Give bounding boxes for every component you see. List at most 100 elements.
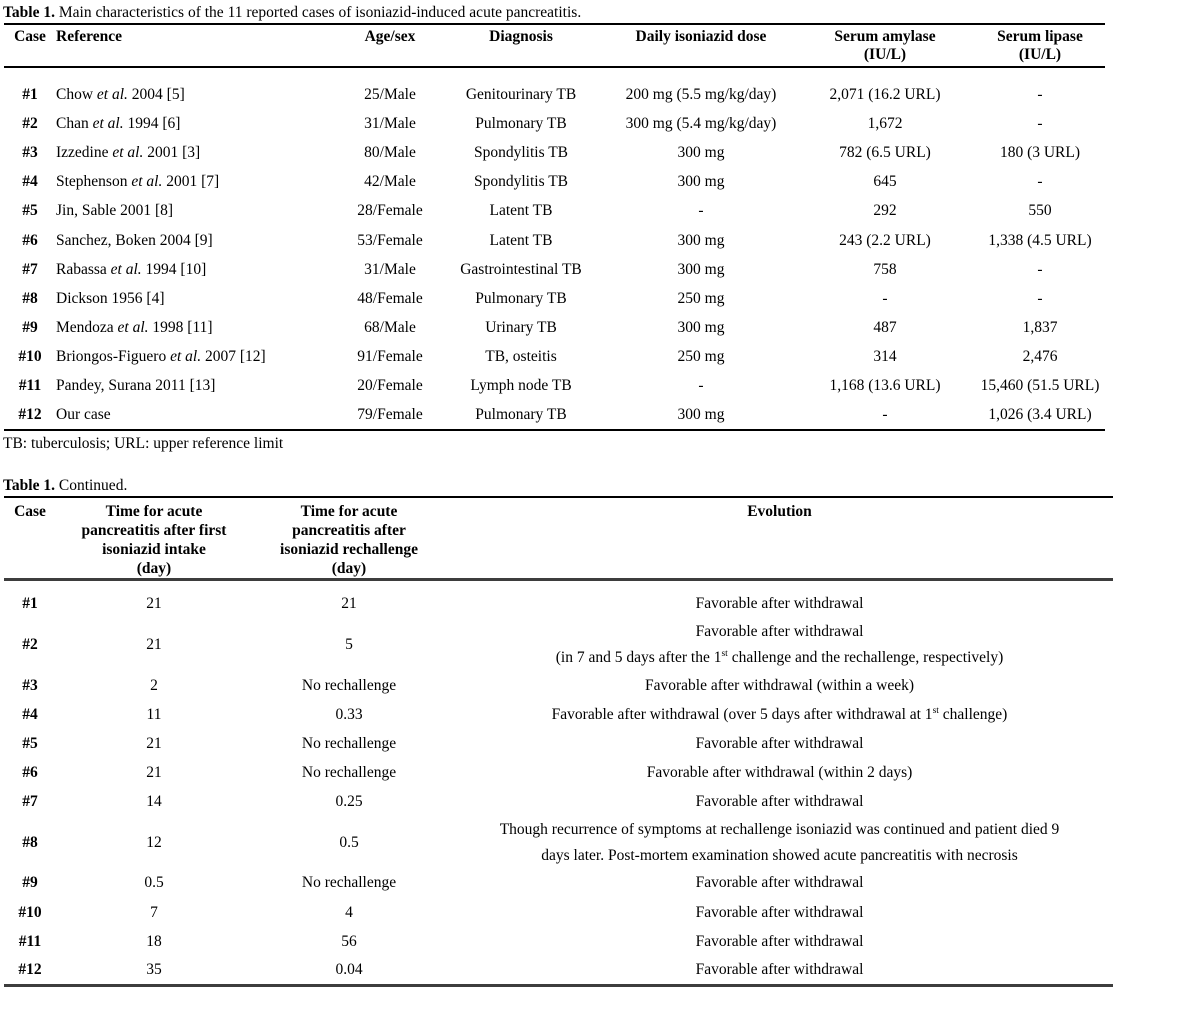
table1-cell-case: #1: [22, 85, 38, 103]
table1-cell-diagnosis: Pulmonary TB: [475, 406, 567, 424]
table2-cell-evolution: Favorable after withdrawal: [695, 961, 864, 979]
table2-cell-rechallenge: 0.5: [339, 833, 359, 851]
table1-cell-diagnosis: Spondylitis TB: [473, 173, 569, 191]
table1-cell-dose: 250 mg: [677, 348, 725, 366]
table1-cell-age_sex: 25/Male: [364, 85, 416, 103]
table2-row-6: #6 21 No rechallenge Favorable after withdr…: [4, 759, 1113, 788]
table2-cell-evolution: Favorable after withdrawal (within 2 day…: [646, 764, 913, 782]
table1-header-lipase: Serum lipase (IU/L): [975, 24, 1105, 67]
table2-cell-first_intake: 21: [146, 764, 162, 782]
table2-cell-first_intake: 12: [146, 833, 162, 851]
table1-cell-lipase: 2,476: [1022, 348, 1058, 366]
table1-header-line: Daily isoniazid dose: [635, 28, 767, 45]
table1-cell-age_sex: 68/Male: [364, 319, 416, 337]
table1-cell-lipase: 1,338 (4.5 URL): [988, 231, 1092, 249]
table1-cell-diagnosis: Pulmonary TB: [475, 114, 567, 132]
table1-cell-amylase: 243 (2.2 URL): [839, 231, 931, 249]
table1-header-row: Case Reference Age/sex Diagnosis Daily isoni…: [4, 24, 1105, 67]
table1-row-7: #7 Rabassa et al. 1994 [10] 31/Male Gastroi…: [4, 255, 1105, 284]
table2-header-line: Evolution: [747, 503, 812, 521]
table1-cell-dose: 200 mg (5.5 mg/kg/day): [625, 85, 777, 103]
table2-cell-case: #5: [22, 734, 38, 752]
table1-row-8: #8 Dickson 1956 [4] 48/Female Pulmonary TB 2…: [4, 284, 1105, 313]
table2-cell-case: #4: [22, 705, 38, 723]
table2-header-rechallenge: Time for acute pancreatitis after isoniazi…: [252, 497, 446, 580]
table2-cell-rechallenge: 21: [341, 595, 357, 613]
table2-cell-rechallenge: 5: [345, 635, 353, 653]
table1-cell-amylase: 487: [873, 319, 897, 337]
table1-cell-case: #9: [22, 319, 38, 337]
table1-cell-lipase: -: [1037, 85, 1043, 103]
table1-cell-case: #12: [18, 406, 42, 424]
table1-header-line: (IU/L): [1018, 46, 1062, 63]
table1-cell-amylase: -: [882, 289, 888, 307]
table2-cell-first_intake: 0.5: [144, 874, 164, 892]
table1-cell-reference: Our case: [56, 406, 111, 424]
table2-cell-rechallenge: 0.04: [335, 961, 363, 979]
table1-header-diagnosis: Diagnosis: [435, 24, 607, 67]
table2-body: #1 21 21 Favorable after withdrawal #2 21 5 Fav…: [4, 580, 1113, 986]
table2-cell-first_intake: 35: [146, 961, 162, 979]
table2-cell-evolution: Favorable after withdrawal (in 7 and 5 da…: [555, 622, 1004, 666]
table1-cell-age_sex: 79/Female: [357, 406, 423, 424]
table1-cell-age_sex: 31/Male: [364, 114, 416, 132]
table2-header-line: Time for acute: [105, 503, 203, 521]
table2-row-3: #3 2 No rechallenge Favorable after withdra…: [4, 671, 1113, 700]
table2-caption-text: Continued.: [54, 477, 128, 495]
table1-cell-reference: Sanchez, Boken 2004 [9]: [56, 231, 213, 249]
table2-cell-first_intake: 21: [146, 595, 162, 613]
table2-row-2: #2 21 5 Favorable after withdrawal (in 7 and…: [4, 619, 1113, 671]
table2-cell-rechallenge: 0.25: [335, 793, 363, 811]
table1-cell-reference: Chow et al. 2004 [5]: [56, 85, 185, 103]
table2-header-line: Case: [14, 503, 46, 521]
table2-spacer-row: [4, 580, 1113, 590]
table1-cell-lipase: -: [1037, 173, 1043, 191]
table1-cell-reference: Chan et al. 1994 [6]: [56, 114, 181, 132]
table1-section: Table 1. Main characteristics of the 11 …: [0, 4, 1200, 453]
table2-cell-case: #11: [18, 932, 42, 950]
table2-header-case: Case: [4, 497, 56, 580]
table2-cell-case: #2: [22, 635, 38, 653]
table2-cell-rechallenge: 56: [341, 932, 357, 950]
table1-cell-lipase: -: [1037, 260, 1043, 278]
table1-row-3: #3 Izzedine et al. 2001 [3] 80/Male Spondyl…: [4, 138, 1105, 167]
table1-body: #1 Chow et al. 2004 [5] 25/Male Genitourina…: [4, 67, 1105, 430]
table2-cell-case: #9: [22, 874, 38, 892]
table2-row-7: #7 14 0.25 Favorable after withdrawal: [4, 788, 1113, 817]
table2-cell-evolution: Favorable after withdrawal (over 5 days …: [551, 705, 1008, 723]
table1-row-5: #5 Jin, Sable 2001 [8] 28/Female Latent TB -…: [4, 197, 1105, 226]
table2-caption: Table 1. Continued.: [3, 477, 1200, 495]
table1-cell-diagnosis: Gastrointestinal TB: [460, 260, 582, 278]
table1-caption-label: Table 1.: [3, 4, 55, 21]
table1-cell-dose: 250 mg: [677, 289, 725, 307]
table1-row-1: #1 Chow et al. 2004 [5] 25/Male Genitourina…: [4, 80, 1105, 109]
table1-cell-case: #4: [22, 173, 38, 191]
table2-cell-first_intake: 21: [146, 734, 162, 752]
table1-cell-diagnosis: TB, osteitis: [485, 348, 557, 366]
table1-cell-reference: Stephenson et al. 2001 [7]: [56, 173, 220, 191]
table1-cell-reference: Rabassa et al. 1994 [10]: [56, 260, 207, 278]
table2-header-line: Time for acute: [300, 503, 398, 521]
table1-cell-dose: 300 mg: [677, 319, 725, 337]
table2-cell-rechallenge: 0.33: [335, 705, 363, 723]
table1-caption: Table 1. Main characteristics of the 11 …: [3, 4, 1200, 22]
table2-cell-evolution: Favorable after withdrawal: [695, 903, 864, 921]
table1-cell-amylase: 645: [873, 173, 897, 191]
table1-header-line: Serum lipase: [997, 28, 1083, 45]
table1-cell-reference: Pandey, Surana 2011 [13]: [56, 377, 216, 395]
table1-cell-case: #2: [22, 114, 38, 132]
table2-header-first_intake: Time for acute pancreatitis after first is…: [56, 497, 252, 580]
table1-cell-dose: 300 mg: [677, 231, 725, 249]
table1-cell-diagnosis: Genitourinary TB: [465, 85, 577, 103]
table1-cell-lipase: 550: [1028, 202, 1052, 220]
table1-cell-case: #8: [22, 289, 38, 307]
table2-header-line: pancreatitis after first: [81, 522, 227, 540]
table2-row-8: #8 12 0.5 Though recurrence of symptoms at …: [4, 817, 1113, 869]
table1-cell-age_sex: 80/Male: [364, 143, 416, 161]
table2-section: Table 1. Continued. Case Time for acute pa…: [0, 477, 1200, 988]
table1-cell-age_sex: 28/Female: [357, 202, 423, 220]
table2-cell-evolution: Favorable after withdrawal: [695, 734, 864, 752]
table1-cell-amylase: -: [882, 406, 888, 424]
table1-cell-age_sex: 48/Female: [357, 289, 423, 307]
table1-header: Case Reference Age/sex Diagnosis Daily isoni…: [4, 24, 1105, 67]
